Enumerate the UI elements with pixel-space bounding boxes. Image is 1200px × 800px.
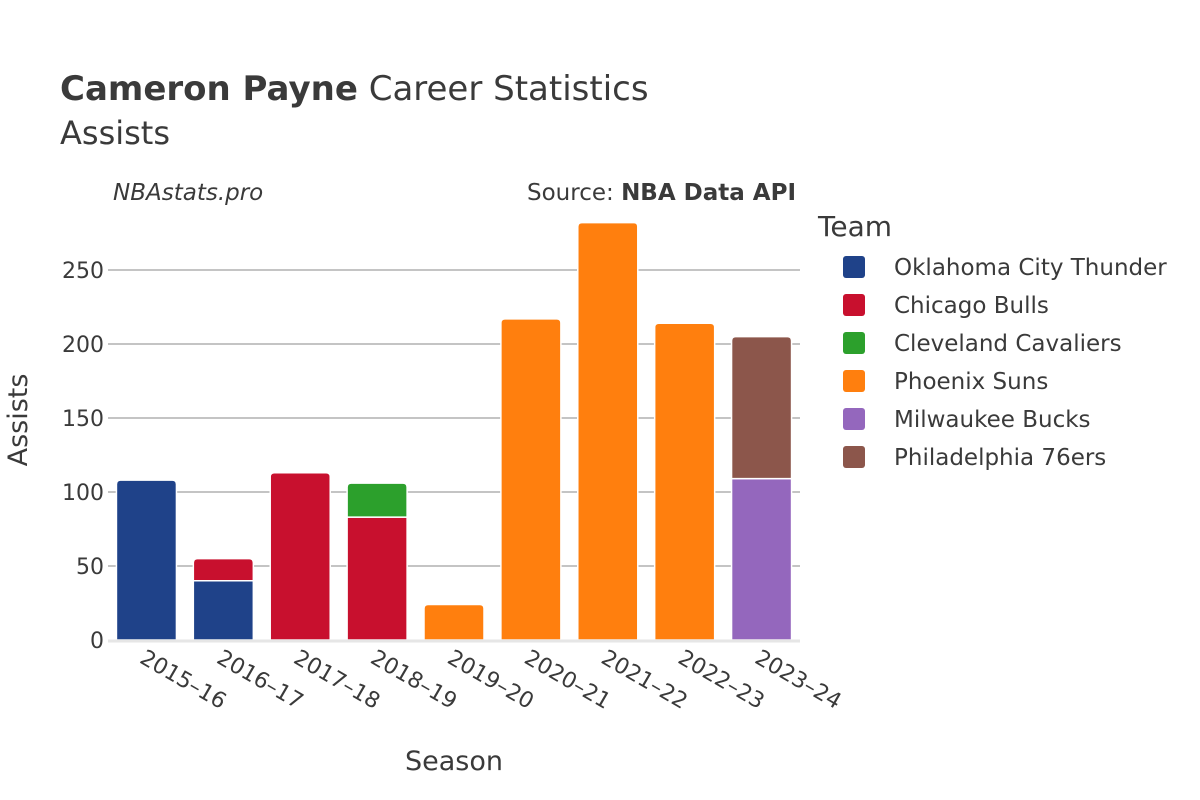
- bar-segment-2021–22-phoenix-suns: [577, 221, 639, 641]
- legend: Oklahoma City Thunder Chicago Bulls Clevel…: [843, 255, 1167, 471]
- y-axis-ticks: 0 50 100 150 200 250: [62, 259, 104, 654]
- bar-segment-2023–24-milwaukee-bucks: [730, 477, 793, 641]
- bar-segment-2023–24-philadelphia-76ers: [730, 335, 793, 480]
- bar-segment-2017–18-chicago-bulls: [269, 472, 331, 641]
- x-tick-label: 2019–20: [443, 646, 538, 715]
- x-tick-label: 2021–22: [597, 646, 692, 715]
- legend-label: Cleveland Cavaliers: [894, 331, 1122, 357]
- x-axis-ticks: 2015–162016–172017–182018–192019–202020–…: [135, 646, 845, 715]
- title-rest: Career Statistics: [358, 69, 649, 109]
- legend-label: Chicago Bulls: [894, 293, 1049, 319]
- x-tick-label: 2017–18: [289, 646, 384, 715]
- legend-label: Philadelphia 76ers: [894, 445, 1106, 471]
- credit-source-prefix: Source:: [527, 180, 621, 206]
- bar-segment-2016–17-oklahoma-city-thunder: [192, 580, 255, 641]
- credit-source: Source: NBA Data API: [527, 180, 796, 206]
- x-tick-label: 2018–19: [366, 646, 461, 715]
- bar-segment-2015–16-oklahoma-city-thunder: [115, 479, 178, 641]
- x-axis-title: Season: [405, 746, 503, 777]
- legend-swatch-milwaukee-bucks: [843, 408, 865, 430]
- y-tick-label: 150: [62, 407, 104, 432]
- legend-swatch-cleveland-cavaliers: [843, 332, 865, 354]
- y-tick-label: 50: [76, 555, 104, 580]
- y-tick-label: 200: [62, 333, 104, 358]
- legend-label: Oklahoma City Thunder: [894, 255, 1167, 281]
- legend-swatch-oklahoma-city-thunder: [843, 256, 865, 278]
- y-tick-label: 100: [62, 481, 104, 506]
- x-tick-label: 2020–21: [520, 646, 615, 715]
- y-tick-label: 250: [62, 259, 104, 284]
- bar-segment-2016–17-chicago-bulls: [192, 557, 255, 582]
- bar-segment-2019–20-phoenix-suns: [423, 603, 485, 641]
- legend-title: Team: [817, 210, 892, 243]
- chart-title: Cameron Payne Career Statistics: [60, 69, 649, 109]
- legend-label: Milwaukee Bucks: [894, 407, 1091, 433]
- bar-segment-2020–21-phoenix-suns: [500, 318, 562, 641]
- title-player-name: Cameron Payne: [60, 69, 358, 109]
- credit-site: NBAstats.pro: [113, 180, 263, 206]
- bar-segment-2018–19-chicago-bulls: [346, 516, 408, 641]
- bar-segment-2022–23-phoenix-suns: [653, 322, 716, 641]
- x-tick-label: 2016–17: [212, 646, 307, 715]
- credit-source-name: NBA Data API: [621, 180, 796, 206]
- legend-swatch-chicago-bulls: [843, 294, 865, 316]
- y-tick-label: 0: [90, 629, 104, 654]
- legend-swatch-phoenix-suns: [843, 370, 865, 392]
- x-tick-label: 2023–24: [751, 646, 846, 715]
- x-tick-label: 2022–23: [674, 646, 769, 715]
- chart-subtitle: Assists: [60, 114, 170, 152]
- y-axis-title: Assists: [3, 374, 34, 467]
- bar-segment-2018–19-cleveland-cavaliers: [346, 482, 408, 518]
- legend-label: Phoenix Suns: [894, 369, 1048, 395]
- legend-swatch-philadelphia-76ers: [843, 446, 865, 468]
- x-tick-label: 2015–16: [135, 646, 230, 715]
- bars: [115, 221, 793, 641]
